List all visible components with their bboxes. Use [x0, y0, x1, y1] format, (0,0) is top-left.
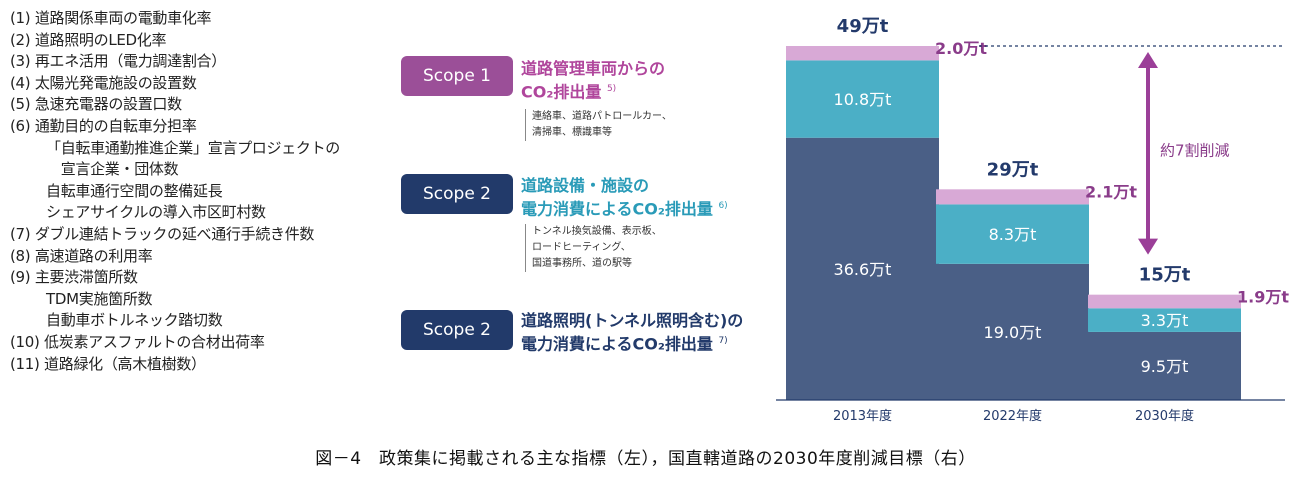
- scope2-facility-ref: 6): [718, 201, 728, 211]
- indicator-list: (1) 道路関係車両の電動車化率 (2) 道路照明のLED化率 (3) 再エネ活用（…: [10, 8, 390, 375]
- indicator-item: (2) 道路照明のLED化率: [10, 30, 167, 49]
- scope2-facility-title-line1: 道路設備・施設の: [521, 176, 650, 195]
- figure-caption: 図－4 政策集に掲載される主な指標（左），国直轄道路の2030年度削減目標（右）: [315, 449, 976, 469]
- bar-segment-label: 8.3万t: [989, 225, 1037, 244]
- indicator-item: (4) 太陽光発電施設の設置数: [10, 73, 197, 92]
- scope1-note: 連絡車、道路パトロールカー、 清掃車、標識車等: [525, 109, 672, 141]
- scope1-title-line2: CO₂排出量: [521, 82, 602, 102]
- indicator-item: (5) 急速充電器の設置口数: [10, 95, 182, 114]
- bar-segment-label: 3.3万t: [1141, 311, 1189, 330]
- bar-segment: [1088, 308, 1241, 332]
- indicator-item: 自動車ボトルネック踏切数: [46, 311, 223, 330]
- scope2-facility-note: トンネル換気設備、表示板、 ロードヒーティング、 国道事務所、道の駅等: [525, 224, 662, 272]
- bar-segment: [936, 189, 1089, 205]
- indicator-item: (7) ダブル連結トラックの延べ通行手続き件数: [10, 224, 315, 243]
- bar-segment-label: 36.6万t: [834, 260, 892, 279]
- x-tick-label: 2013年度: [833, 408, 892, 424]
- bar-segment-label: 19.0万t: [984, 323, 1042, 342]
- indicator-item: (11) 道路緑化（高木植樹数）: [10, 354, 206, 373]
- scope2-facility-title: 道路設備・施設の 電力消費によるCO₂排出量 6): [521, 175, 728, 219]
- bar-segment-label: 9.5万t: [1141, 357, 1189, 376]
- indicator-item: シェアサイクルの導入市区町村数: [46, 203, 266, 222]
- scope2-facility-title-line2: 電力消費によるCO₂排出量: [521, 199, 713, 219]
- reduction-annotation: 約7割削減: [1160, 141, 1230, 159]
- bar-segment: [1088, 294, 1241, 309]
- bar-segment: [786, 137, 939, 400]
- indicator-item: (9) 主要渋滞箇所数: [10, 268, 138, 287]
- indicator-item: TDM実施箇所数: [46, 289, 153, 308]
- bar-segment: [786, 46, 939, 61]
- scope2-lighting-title: 道路照明(トンネル照明含む)の 電力消費によるCO₂排出量 7): [521, 310, 743, 354]
- scope2-lighting-title-line2: 電力消費によるCO₂排出量: [521, 334, 713, 354]
- bar-top-segment-label: 1.9万t: [1237, 288, 1289, 307]
- indicator-item: (8) 高速道路の利用率: [10, 246, 153, 265]
- bar-segment: [936, 263, 1089, 400]
- bar-top-segment-label: 2.1万t: [1085, 182, 1137, 201]
- scope1-title: 道路管理車両からの CO₂排出量 5): [521, 58, 665, 102]
- reduction-arrow-head-bottom: [1138, 238, 1158, 255]
- indicator-item: 宣言企業・団体数: [46, 160, 179, 179]
- bar-segment: [1088, 331, 1241, 400]
- bar-total-label: 15万t: [1139, 265, 1191, 286]
- scope2-lighting-ref: 7): [718, 336, 728, 346]
- indicator-item: 「自転車通勤推進企業」宣言プロジェクトの: [46, 138, 341, 157]
- scope2-lighting-badge: Scope 2: [401, 310, 513, 350]
- indicator-item: (1) 道路関係車両の電動車化率: [10, 9, 212, 27]
- scope1-title-line1: 道路管理車両からの: [521, 59, 666, 78]
- bar-segment-label: 10.8万t: [834, 90, 892, 109]
- indicator-item: 自転車通行空間の整備延長: [46, 181, 223, 200]
- indicator-item: (6) 通勤目的の自転車分担率: [10, 116, 197, 135]
- x-tick-label: 2022年度: [983, 408, 1042, 424]
- scope2-facility-badge: Scope 2: [401, 174, 513, 214]
- emissions-stacked-bar-chart: 36.6万t 10.8万t 19.0万t 8.3万t 9.5万t 3.3万t 2.0万t 2.…: [776, 16, 1289, 424]
- bar-total-label: 49万t: [837, 16, 889, 37]
- scope2-lighting-title-line1: 道路照明(トンネル照明含む)の: [521, 311, 744, 330]
- indicator-item: (10) 低炭素アスファルトの合材出荷率: [10, 332, 265, 351]
- scope1-badge: Scope 1: [401, 56, 513, 96]
- indicator-item: (3) 再エネ活用（電力調達割合）: [10, 52, 226, 71]
- bar-top-segment-label: 2.0万t: [935, 39, 987, 58]
- scope1-ref: 5): [606, 84, 617, 94]
- reduction-arrow-head-top: [1138, 52, 1158, 68]
- bar-total-label: 29万t: [987, 159, 1039, 180]
- bar-segment: [936, 204, 1089, 264]
- x-tick-label: 2030年度: [1135, 408, 1194, 424]
- bar-segment: [786, 60, 939, 138]
